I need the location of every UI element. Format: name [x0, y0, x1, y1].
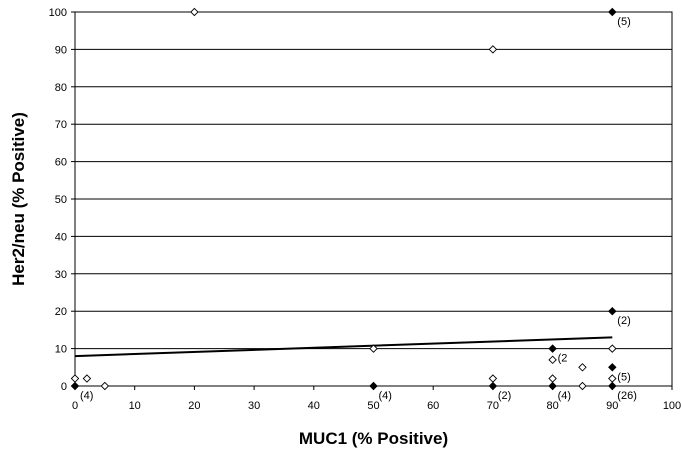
x-tick-label-10: 10: [129, 400, 141, 412]
y-tick-label-100: 100: [49, 7, 67, 19]
y-axis-title: Her2/neu (% Positive): [9, 112, 28, 286]
y-tick-label-50: 50: [55, 194, 67, 206]
open-point-0-2: [70, 374, 80, 383]
open-point-90-2: [608, 374, 617, 383]
x-tick-label-60: 60: [427, 400, 439, 412]
annotation-8: (5): [617, 16, 630, 28]
x-tick-label-50: 50: [367, 400, 379, 412]
open-point-5-0: [100, 381, 110, 391]
y-tick-label-10: 10: [55, 344, 67, 356]
trendline: [74, 336, 613, 358]
filled-point-50-0: [369, 381, 378, 391]
open-point-85-5: [578, 363, 587, 372]
filled-point-90-20: [608, 306, 617, 316]
open-point-80-2: [548, 374, 557, 383]
x-tick-label-20: 20: [188, 400, 200, 412]
x-tick-label-100: 100: [663, 400, 681, 412]
point-annotations: (4) (4) (2) (4) (26) (2 (5) (2) (5): [80, 16, 637, 402]
y-tick-label-90: 90: [55, 44, 67, 56]
y-tick-label-60: 60: [55, 157, 67, 169]
annotation-2: (2): [498, 390, 511, 402]
x-axis-title: MUC1 (% Positive): [299, 429, 448, 448]
x-axis-ticks: 0 10 20 30 40 50 60 70 80 90 100: [72, 386, 681, 412]
x-tick-label-70: 70: [487, 400, 499, 412]
open-point-80-7: [548, 355, 557, 365]
annotation-6: (5): [617, 371, 630, 383]
annotation-1: (4): [379, 390, 392, 402]
filled-point-80-10: [548, 344, 557, 353]
x-tick-label-0: 0: [72, 400, 78, 412]
x-tick-label-90: 90: [606, 400, 618, 412]
y-tick-label-0: 0: [61, 381, 67, 393]
filled-point-90-100: [608, 7, 617, 17]
filled-point-80-0: [548, 381, 557, 391]
filled-point-90-0: [608, 381, 617, 391]
filled-point-90-5: [608, 363, 617, 372]
y-tick-label-40: 40: [55, 231, 67, 243]
annotation-4: (26): [617, 390, 637, 402]
data-points: [70, 7, 617, 391]
annotation-7: (2): [617, 315, 630, 327]
y-axis-ticks: 0 10 20 30 40 50 60 70 80 90 100: [49, 7, 75, 393]
gridlines: [75, 48, 672, 350]
y-tick-label-80: 80: [55, 82, 67, 94]
open-point-2-2: [82, 374, 92, 383]
open-point-20-100: [190, 7, 199, 17]
open-point-70-90: [488, 45, 498, 54]
filled-point-0-0: [70, 381, 80, 391]
y-tick-label-70: 70: [55, 119, 67, 131]
annotation-0: (4): [80, 390, 93, 402]
open-point-50-10: [369, 344, 378, 353]
x-tick-label-40: 40: [308, 400, 320, 412]
x-tick-label-80: 80: [546, 400, 558, 412]
open-point-90-10: [608, 344, 617, 353]
open-point-70-2: [488, 374, 498, 383]
y-tick-label-30: 30: [55, 269, 67, 281]
open-point-85-0: [578, 381, 587, 391]
y-tick-label-20: 20: [55, 306, 67, 318]
annotation-5: (2: [558, 353, 568, 365]
x-tick-label-30: 30: [248, 400, 260, 412]
annotation-3: (4): [558, 390, 571, 402]
filled-point-70-0: [488, 381, 498, 391]
